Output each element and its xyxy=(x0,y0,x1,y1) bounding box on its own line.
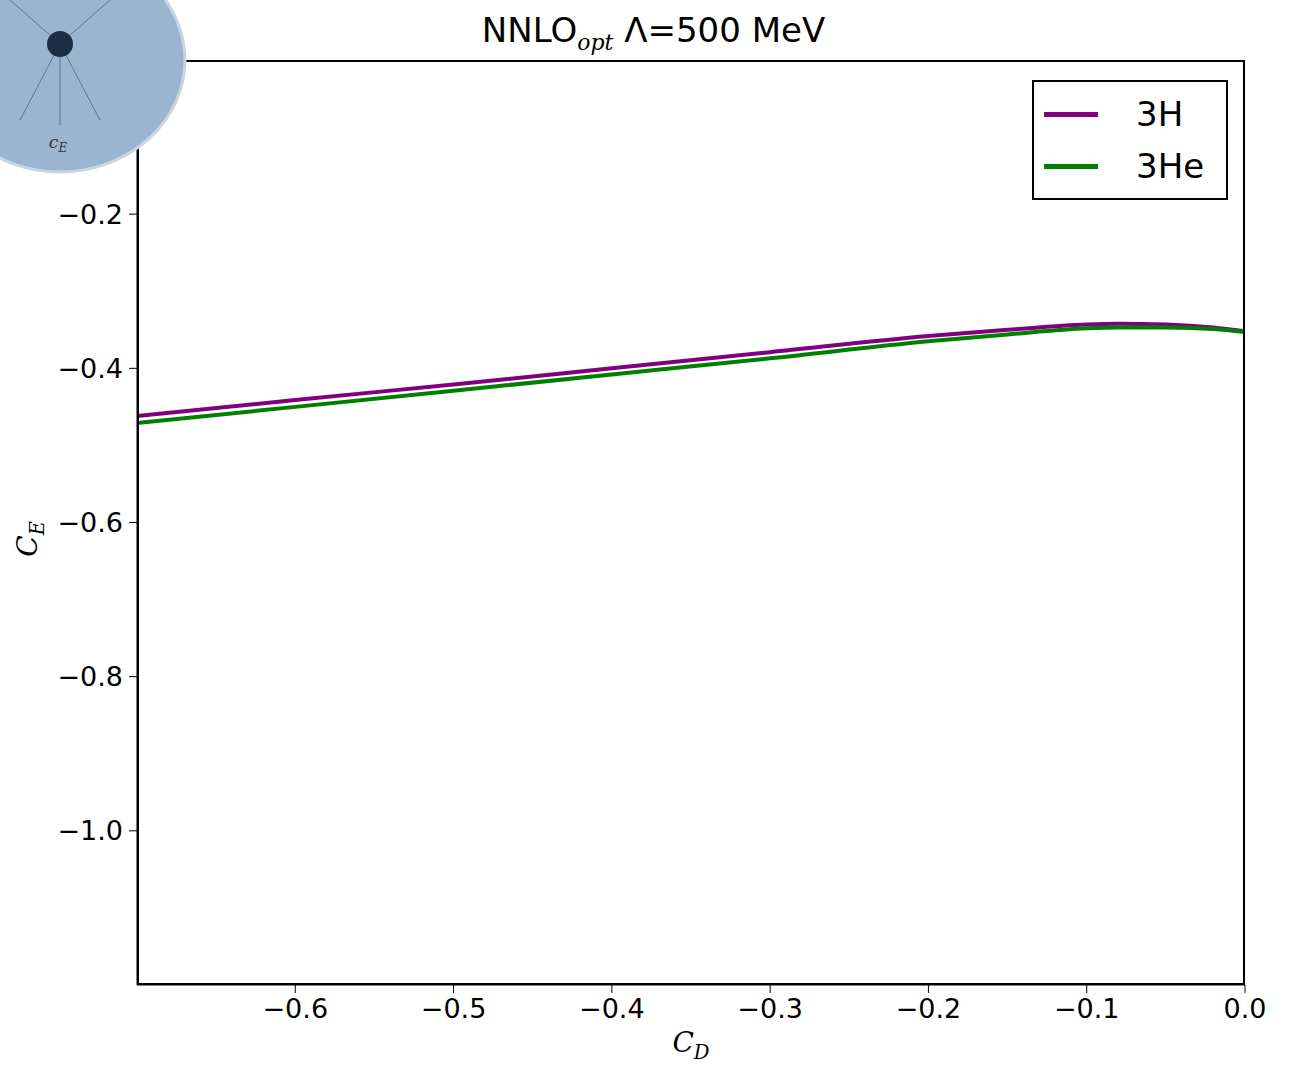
svg-text:−0.8: −0.8 xyxy=(57,661,123,692)
svg-text:−0.4: −0.4 xyxy=(57,353,123,384)
svg-text:−0.6: −0.6 xyxy=(57,507,123,538)
svg-text:−0.5: −0.5 xyxy=(421,993,487,1024)
html-text:C: C xyxy=(11,535,45,557)
svg-text:−0.6: −0.6 xyxy=(263,993,329,1024)
svg-text:−1.0: −1.0 xyxy=(57,815,123,846)
html-text:CD: CD xyxy=(672,1026,710,1064)
svg-text:0.0: 0.0 xyxy=(1224,993,1267,1024)
html-text:3He: 3He xyxy=(1136,146,1205,186)
svg-text:−0.3: −0.3 xyxy=(737,993,803,1024)
html-text:3H: 3H xyxy=(1136,94,1184,134)
html-text:E: E xyxy=(25,520,49,536)
svg-text:cE: cE xyxy=(49,132,68,155)
svg-text:−0.4: −0.4 xyxy=(579,993,645,1024)
svg-text:−0.1: −0.1 xyxy=(1054,993,1120,1024)
svg-text:−0.2: −0.2 xyxy=(57,199,123,230)
svg-text:−0.2: −0.2 xyxy=(896,993,962,1024)
html-text:NNLOoptΛ=500 MeV: NNLOoptΛ=500 MeV xyxy=(481,10,826,55)
